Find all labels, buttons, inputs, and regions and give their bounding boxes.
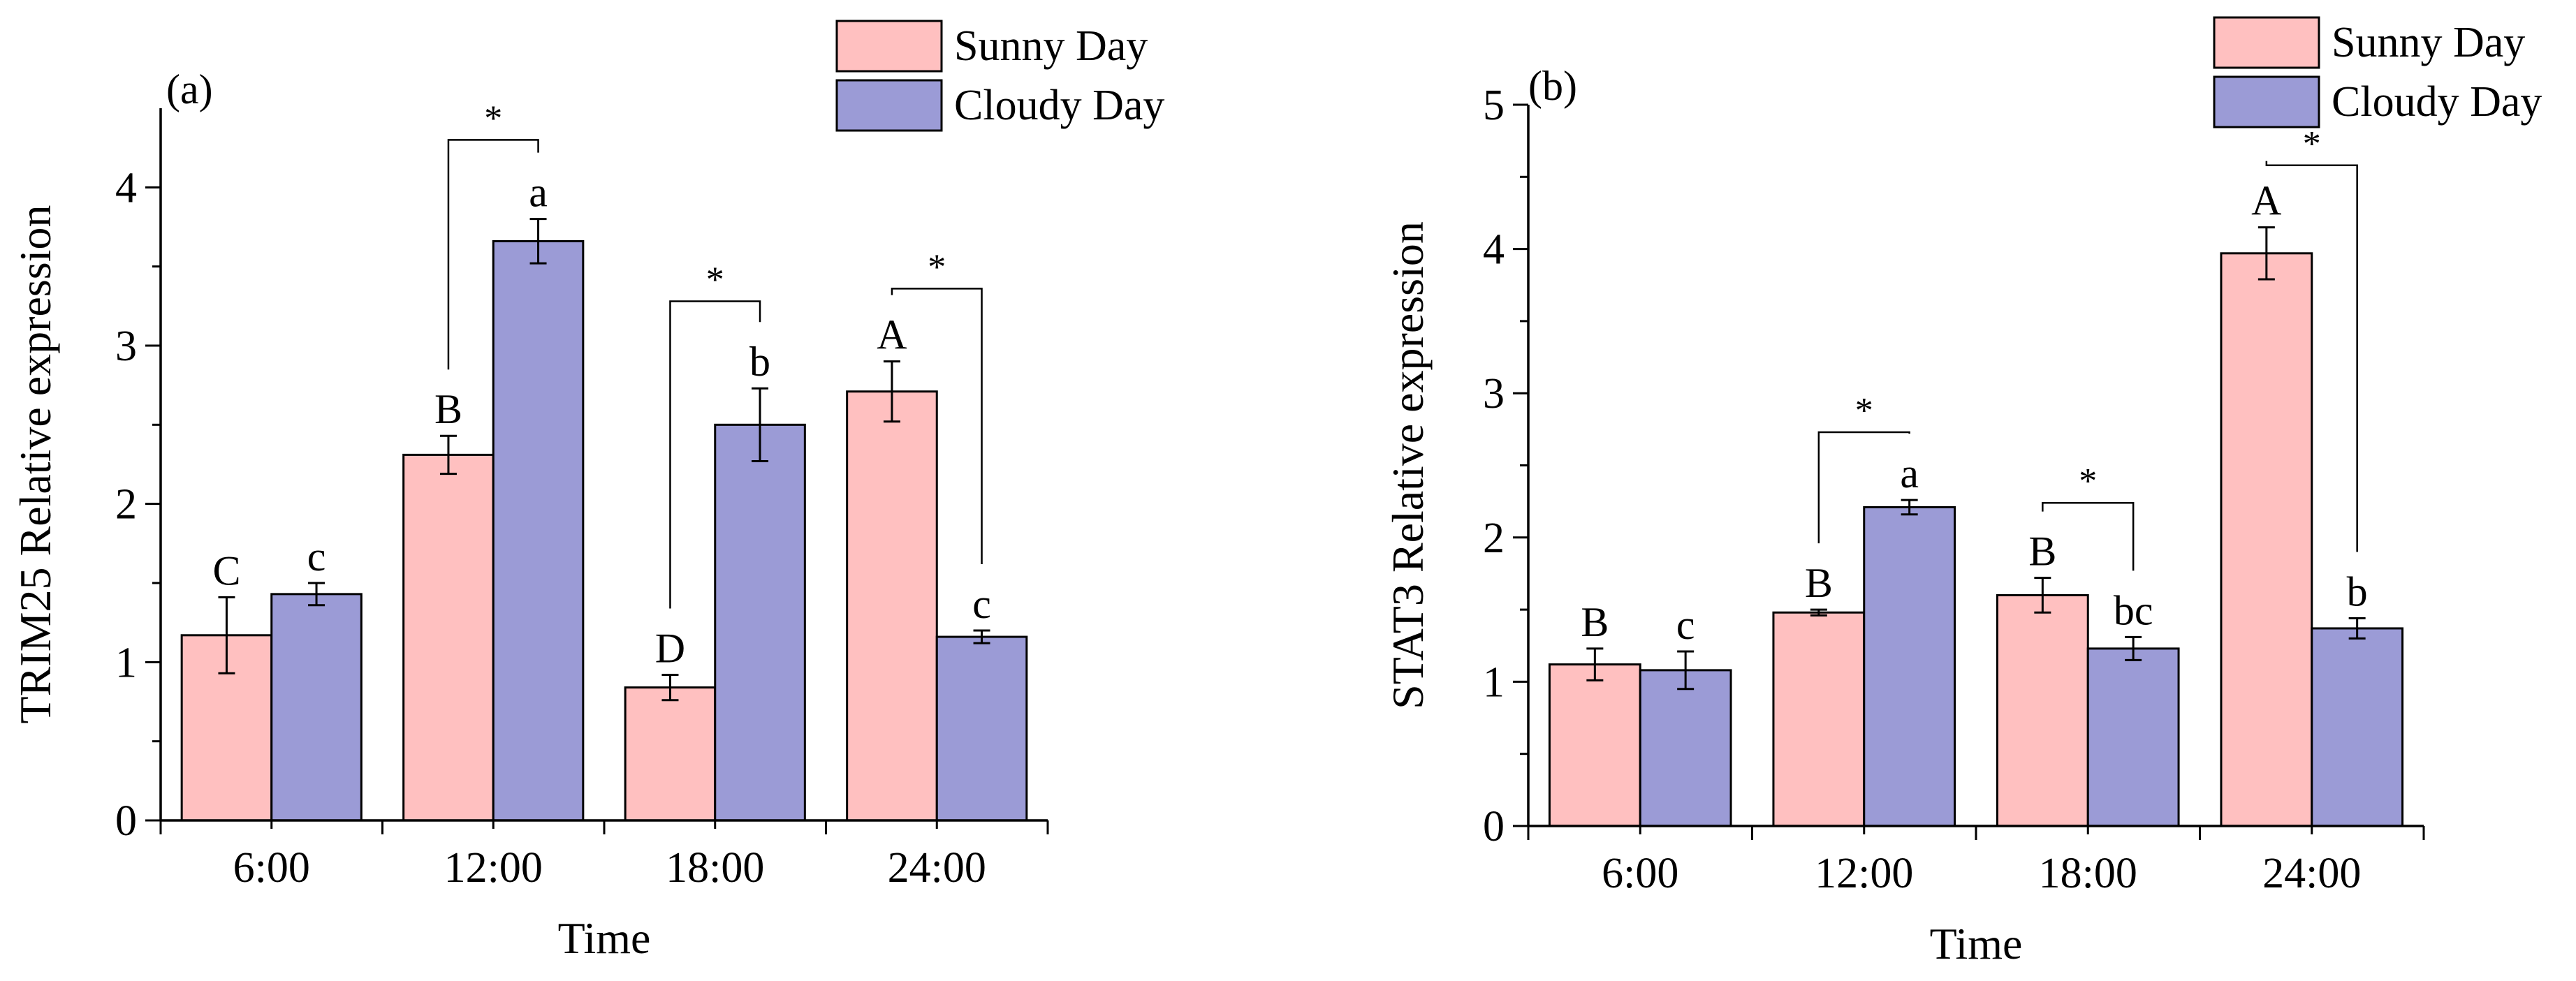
significance-letter: A bbox=[877, 312, 907, 358]
y-tick-label: 0 bbox=[1483, 803, 1505, 850]
significance-letter: A bbox=[2251, 178, 2281, 224]
significance-bracket bbox=[891, 288, 983, 564]
bar-cloudy bbox=[270, 593, 363, 822]
significance-star: * bbox=[706, 260, 724, 300]
bar-sunny bbox=[402, 453, 495, 822]
panel-label: (a) bbox=[166, 66, 213, 112]
x-tick-label: 18:00 bbox=[2039, 850, 2137, 897]
legend-swatch-sunny bbox=[835, 20, 943, 73]
significance-letter: B bbox=[1581, 599, 1609, 645]
y-tick-label: 1 bbox=[115, 639, 137, 686]
significance-bracket bbox=[2042, 501, 2135, 571]
significance-bracket bbox=[447, 139, 539, 370]
significance-bracket bbox=[2265, 161, 2358, 552]
significance-star: * bbox=[1855, 391, 1873, 431]
panel-label: (b) bbox=[1528, 63, 1577, 109]
legend-swatch-cloudy bbox=[835, 79, 943, 132]
significance-letter: B bbox=[434, 386, 462, 432]
bar-cloudy bbox=[1863, 506, 1956, 827]
significance-letter: b bbox=[2347, 568, 2368, 614]
bar-cloudy bbox=[2086, 647, 2180, 827]
y-axis-title: TRIM25 Relative expression bbox=[10, 205, 60, 724]
significance-star: * bbox=[928, 247, 946, 287]
significance-letter: c bbox=[1676, 602, 1695, 648]
significance-letter: a bbox=[529, 170, 548, 216]
significance-bracket bbox=[669, 300, 761, 609]
legend-label-cloudy: Cloudy Day bbox=[954, 82, 1164, 129]
significance-star: * bbox=[2303, 124, 2321, 164]
significance-letter: D bbox=[655, 625, 685, 671]
y-tick-label: 1 bbox=[1483, 658, 1505, 706]
bar-cloudy bbox=[492, 239, 585, 822]
significance-letter: C bbox=[212, 547, 240, 593]
y-tick-label: 0 bbox=[115, 797, 137, 845]
legend-label-sunny: Sunny Day bbox=[2332, 19, 2525, 66]
x-axis-title: Time bbox=[1930, 919, 2023, 968]
x-tick-label: 24:00 bbox=[888, 844, 986, 892]
y-tick-label: 2 bbox=[115, 481, 137, 529]
significance-letter: bc bbox=[2114, 587, 2153, 633]
x-tick-label: 18:00 bbox=[666, 844, 764, 892]
significance-star: * bbox=[484, 98, 502, 138]
legend-label-sunny: Sunny Day bbox=[954, 22, 1148, 70]
significance-star: * bbox=[2079, 462, 2097, 501]
significance-bracket bbox=[1817, 431, 1910, 544]
x-tick-label: 12:00 bbox=[1815, 850, 1913, 897]
bar-cloudy bbox=[2311, 627, 2404, 827]
legend-swatch-sunny bbox=[2213, 16, 2320, 69]
y-tick-label: 4 bbox=[115, 164, 137, 212]
x-axis-title: Time bbox=[558, 913, 651, 963]
significance-letter: a bbox=[1900, 450, 1919, 496]
bar-cloudy bbox=[935, 635, 1028, 822]
y-tick-label: 3 bbox=[1483, 370, 1505, 418]
y-axis-title: STAT3 Relative expression bbox=[1383, 221, 1433, 709]
significance-letter: c bbox=[972, 581, 991, 627]
x-tick-label: 12:00 bbox=[444, 844, 543, 892]
legend-label-cloudy: Cloudy Day bbox=[2332, 78, 2542, 126]
significance-letter: B bbox=[2028, 529, 2056, 575]
bar-sunny bbox=[1548, 663, 1641, 827]
y-tick-label: 2 bbox=[1483, 515, 1505, 562]
significance-letter: b bbox=[749, 339, 770, 385]
bar-sunny bbox=[2220, 252, 2313, 827]
bar-cloudy bbox=[714, 423, 806, 822]
bar-sunny bbox=[846, 390, 938, 822]
y-tick-label: 5 bbox=[1483, 82, 1505, 129]
y-tick-label: 4 bbox=[1483, 226, 1505, 274]
panel-b: B B B Ac a bc b * * * 0 1 2 3 4 5 6:00 12:00 18:00 24:00 Tim… bbox=[1383, 16, 2542, 968]
panel-a: C B D Ac a b c * * * 0 1 2 3 4 6:00 12:00 18:00 24:00 Time T… bbox=[10, 20, 1164, 963]
x-tick-label: 6:00 bbox=[1602, 850, 1678, 897]
bar-sunny bbox=[624, 686, 717, 822]
legend-swatch-cloudy bbox=[2213, 75, 2320, 128]
significance-letter: c bbox=[307, 533, 326, 580]
y-tick-label: 3 bbox=[115, 323, 137, 370]
x-tick-label: 6:00 bbox=[233, 844, 310, 892]
significance-letter: B bbox=[1805, 560, 1833, 606]
x-tick-label: 24:00 bbox=[2262, 850, 2361, 897]
bar-sunny bbox=[1772, 611, 1866, 827]
bar-cloudy bbox=[1639, 669, 1732, 827]
bar-sunny bbox=[1996, 593, 2089, 827]
